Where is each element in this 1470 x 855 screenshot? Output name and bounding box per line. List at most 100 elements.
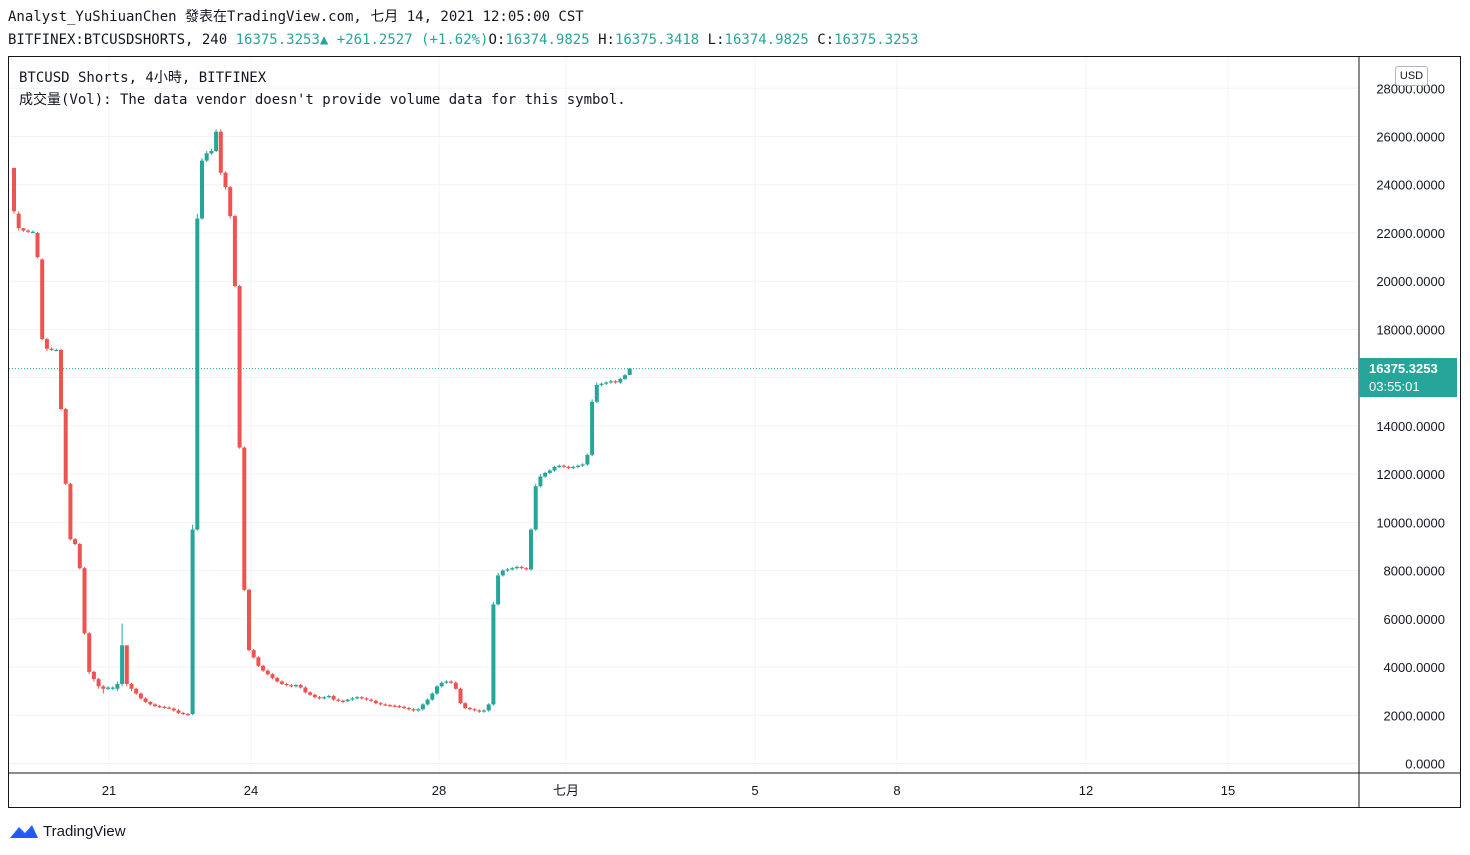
candle-body[interactable] [420,704,425,710]
candle-body[interactable] [378,703,383,705]
candle-body[interactable] [463,703,468,709]
candle-body[interactable] [453,682,458,689]
candle-body[interactable] [364,698,369,700]
candle-body[interactable] [345,699,350,702]
candle-body[interactable] [430,693,435,700]
tradingview-logo[interactable]: TradingView [8,820,126,842]
candle-body[interactable] [355,697,360,699]
candle-body[interactable] [500,570,505,576]
candle-body[interactable] [26,230,31,232]
candle-body[interactable] [148,702,153,705]
candle-body[interactable] [303,687,308,693]
candle-body[interactable] [599,383,604,385]
candle-body[interactable] [336,699,341,701]
candle-body[interactable] [21,228,26,231]
candle-body[interactable] [571,466,576,469]
candle-body[interactable] [477,710,482,712]
candle-body[interactable] [214,131,219,151]
candle-body[interactable] [275,677,280,682]
candle-body[interactable] [604,382,609,384]
candle-body[interactable] [247,589,251,651]
candle-body[interactable] [561,465,566,467]
candle-body[interactable] [157,706,162,708]
candle-body[interactable] [223,172,228,188]
candle-body[interactable] [491,604,496,705]
candle-body[interactable] [284,683,289,686]
candle-body[interactable] [627,368,632,375]
candle-body[interactable] [496,575,501,605]
candle-body[interactable] [190,529,195,715]
candle-body[interactable] [486,704,491,711]
candle-body[interactable] [44,339,49,349]
candle-body[interactable] [91,671,96,680]
currency-badge[interactable]: USD [1395,66,1428,86]
candle-body[interactable] [608,381,613,383]
candle-body[interactable] [96,679,101,687]
candle-body[interactable] [406,708,411,710]
candle-body[interactable] [218,131,223,173]
candle-body[interactable] [87,633,92,672]
candle-body[interactable] [359,697,364,699]
candle-body[interactable] [63,409,68,484]
candle-body[interactable] [373,700,378,704]
candle-body[interactable] [30,231,35,233]
candle-body[interactable] [543,472,548,477]
candle-body[interactable] [134,688,139,694]
candle-body[interactable] [106,687,110,689]
candle-body[interactable] [580,464,585,466]
candle-body[interactable] [331,695,336,700]
candle-body[interactable] [12,167,16,212]
candle-body[interactable] [458,688,463,704]
candle-body[interactable] [566,466,571,469]
candle-body[interactable] [514,566,519,569]
candle-body[interactable] [613,381,618,383]
candle-body[interactable] [576,465,580,467]
candle-body[interactable] [341,700,345,703]
candle-body[interactable] [505,569,510,571]
candle-body[interactable] [171,708,176,711]
candle-body[interactable] [289,685,294,687]
candle-body[interactable] [101,686,106,689]
candle-body[interactable] [322,697,327,699]
candle-body[interactable] [529,529,533,570]
candle-body[interactable] [35,232,40,258]
candle-body[interactable] [594,384,599,402]
candle-body[interactable] [124,645,129,684]
candle-body[interactable] [519,566,524,569]
candle-body[interactable] [294,685,298,687]
candle-body[interactable] [73,539,78,545]
candle-body[interactable] [510,568,515,570]
candle-body[interactable] [129,683,134,689]
candle-body[interactable] [411,709,416,711]
candle-body[interactable] [251,650,256,658]
candle-body[interactable] [204,153,209,161]
candle-body[interactable] [115,683,120,689]
symbol-label[interactable]: BITFINEX:BTCUSDSHORTS, 240 [8,32,228,48]
candle-body[interactable] [176,710,181,713]
candle-body[interactable] [279,681,284,684]
candle-body[interactable] [350,698,355,700]
candle-body[interactable] [326,695,331,698]
candle-body[interactable] [59,349,63,410]
candle-body[interactable] [585,454,590,465]
candle-body[interactable] [237,286,242,448]
candle-body[interactable] [435,686,439,694]
candle-body[interactable] [256,657,261,666]
candle-body[interactable] [425,699,430,705]
candle-body[interactable] [195,218,200,530]
candle-body[interactable] [397,706,402,708]
candle-body[interactable] [270,674,275,678]
candle-body[interactable] [232,216,237,287]
candle-body[interactable] [228,187,233,217]
candle-body[interactable] [392,705,397,707]
candle-body[interactable] [467,708,472,710]
candle-body[interactable] [40,259,45,340]
candle-body[interactable] [449,681,454,683]
candle-body[interactable] [524,568,529,570]
series-legend-title[interactable]: BTCUSD Shorts, 4小時, BITFINEX [19,70,267,86]
candle-body[interactable] [623,375,627,379]
candle-body[interactable] [181,712,186,715]
candle-body[interactable] [618,378,623,383]
chart-frame[interactable] [8,56,1461,808]
